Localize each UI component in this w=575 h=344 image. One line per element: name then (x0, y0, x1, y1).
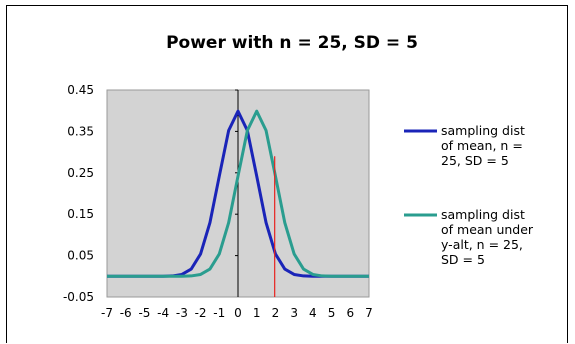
x-tick-label: -7 (101, 306, 113, 320)
x-tick-label: 7 (365, 306, 373, 320)
legend-label-1: sampling dist (441, 123, 525, 138)
y-tick-label: 0.15 (67, 207, 94, 221)
legend-label-1: 25, SD = 5 (441, 153, 509, 168)
x-tick-label: -3 (176, 306, 188, 320)
legend-label-2: y-alt, n = 25, (441, 237, 523, 252)
x-tick-label: 0 (234, 306, 242, 320)
x-tick-label: 1 (253, 306, 261, 320)
x-tick-label: -1 (213, 306, 225, 320)
y-tick-label: 0.25 (67, 166, 94, 180)
x-tick-label: -2 (195, 306, 207, 320)
x-tick-label: -4 (157, 306, 169, 320)
series-line-2 (107, 109, 369, 278)
x-tick-label: 3 (290, 306, 298, 320)
x-tick-label: 5 (328, 306, 336, 320)
legend-label-2: SD = 5 (441, 252, 485, 267)
power-chart: Power with n = 25, SD = 5 0.45 0.35 0.25 0.1… (63, 33, 534, 320)
legend-label-2: of mean under (441, 222, 534, 237)
x-tick-label: 6 (346, 306, 354, 320)
legend-label-2: sampling dist (441, 207, 525, 222)
chart-title: Power with n = 25, SD = 5 (166, 33, 418, 53)
legend-label-1: of mean, n = (441, 138, 523, 153)
x-tick-label: 2 (272, 306, 280, 320)
chart-frame: Power with n = 25, SD = 5 0.45 0.35 0.25 0.1… (6, 5, 568, 343)
x-tick-label: -6 (120, 306, 132, 320)
y-tick-label: 0.35 (67, 124, 94, 138)
x-tick-label: -5 (138, 306, 150, 320)
x-tick-label: 4 (309, 306, 317, 320)
y-tick-label: -0.05 (63, 290, 94, 304)
y-tick-label: 0.05 (67, 249, 94, 263)
y-tick-label: 0.45 (67, 83, 94, 97)
